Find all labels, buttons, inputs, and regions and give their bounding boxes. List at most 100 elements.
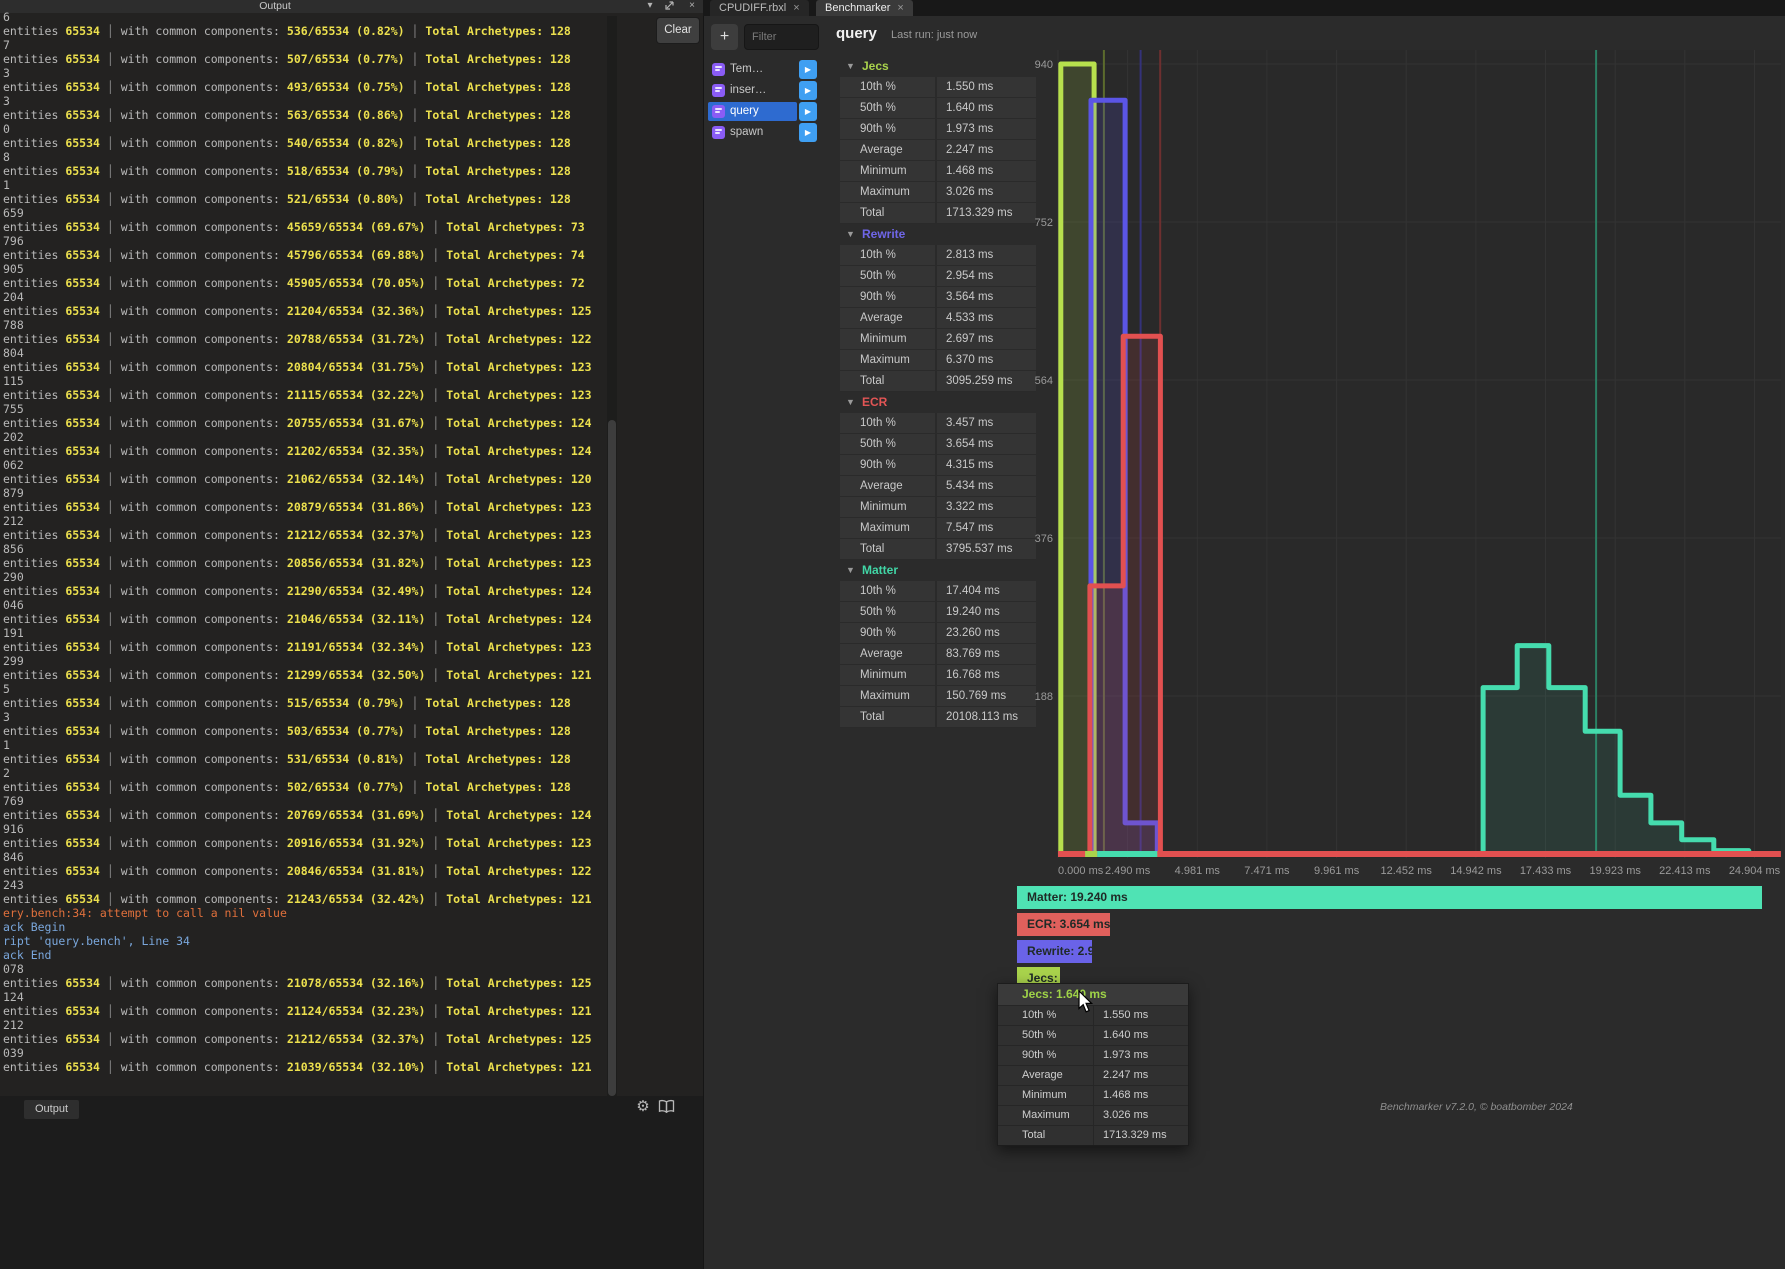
log-stack-line: ack End [3, 948, 52, 962]
stats-row: Average 4.533 ms [840, 308, 1036, 329]
book-icon[interactable] [658, 1099, 678, 1115]
svg-text:376: 376 [1035, 533, 1053, 545]
log-line: entities 65534 │ with common components:… [3, 416, 592, 430]
run-benchmark-button[interactable]: ▶ [799, 81, 817, 100]
stats-row: Minimum 3.322 ms [840, 497, 1036, 518]
gear-icon[interactable]: ⚙ [636, 1098, 650, 1115]
stats-section-header-rewrite[interactable]: ▼ Rewrite [840, 224, 1036, 245]
log-line-fragment: 7 [3, 38, 10, 52]
log-line-fragment: 796 [3, 234, 24, 248]
log-line: entities 65534 │ with common components:… [3, 640, 592, 654]
log-line-fragment: 905 [3, 262, 24, 276]
log-line-fragment: 212 [3, 1018, 24, 1032]
log-line-fragment: 299 [3, 654, 24, 668]
log-line: entities 65534 │ with common components:… [3, 500, 592, 514]
legend-bar-ecr[interactable]: ECR: 3.654 ms [1017, 913, 1110, 936]
script-name: inser… [730, 84, 767, 96]
tooltip-row: Minimum 1.468 ms [998, 1085, 1188, 1105]
stats-row: Average 83.769 ms [840, 644, 1036, 665]
log-stack-line: ack Begin [3, 920, 66, 934]
stats-row: Total 3795.537 ms [840, 539, 1036, 560]
log-line: entities 65534 │ with common components:… [3, 388, 592, 402]
script-item-inser[interactable]: inser… [708, 81, 797, 100]
tooltip-row: 90th % 1.973 ms [998, 1045, 1188, 1065]
legend-bar-rewrite[interactable]: Rewrite: 2.954… [1017, 940, 1092, 963]
stats-row: 90th % 23.260 ms [840, 623, 1036, 644]
log-line: entities 65534 │ with common components:… [3, 1060, 592, 1074]
script-item-spawn[interactable]: spawn [708, 123, 797, 142]
stats-row: Maximum 3.026 ms [840, 182, 1036, 203]
svg-text:22.413 ms: 22.413 ms [1659, 865, 1711, 877]
svg-text:24.904 ms: 24.904 ms [1729, 865, 1781, 877]
log-line-fragment: 5 [3, 682, 10, 696]
log-line: entities 65534 │ with common components:… [3, 864, 592, 878]
log-line: entities 65534 │ with common components:… [3, 108, 571, 122]
output-log[interactable]: 6 entities 65534 │ with common components… [3, 10, 609, 1074]
stats-row: Minimum 1.468 ms [840, 161, 1036, 182]
undock-icon[interactable] [663, 0, 677, 13]
log-line-fragment: 916 [3, 822, 24, 836]
log-line-fragment: 062 [3, 458, 24, 472]
stats-row: 50th % 3.654 ms [840, 434, 1036, 455]
svg-text:940: 940 [1035, 59, 1053, 71]
script-item-query[interactable]: query [708, 102, 797, 121]
svg-text:19.923 ms: 19.923 ms [1590, 865, 1642, 877]
script-icon [712, 105, 725, 118]
output-scrollbar-thumb[interactable] [608, 420, 616, 1096]
log-line-fragment: 3 [3, 66, 10, 80]
script-name: Tem… [730, 63, 764, 75]
stats-row: 10th % 17.404 ms [840, 581, 1036, 602]
plugin-tabbar: CPUDIFF.rbxl × Benchmarker × [703, 0, 1785, 16]
version-label: Benchmarker v7.2.0, © boatbomber 2024 [1380, 1101, 1573, 1113]
stats-row: 50th % 2.954 ms [840, 266, 1036, 287]
filter-input[interactable]: Filter [744, 24, 819, 50]
stats-row: 10th % 3.457 ms [840, 413, 1036, 434]
stats-section-header-jecs[interactable]: ▼ Jecs [840, 56, 1036, 77]
stats-row: Minimum 16.768 ms [840, 665, 1036, 686]
svg-text:17.433 ms: 17.433 ms [1520, 865, 1572, 877]
svg-text:14.942 ms: 14.942 ms [1450, 865, 1502, 877]
stats-row: Maximum 7.547 ms [840, 518, 1036, 539]
log-line-fragment: 115 [3, 374, 24, 388]
script-icon [712, 126, 725, 139]
tooltip-row: 10th % 1.550 ms [998, 1005, 1188, 1025]
run-benchmark-button[interactable]: ▶ [799, 123, 817, 142]
log-line: entities 65534 │ with common components:… [3, 80, 571, 94]
script-name: query [730, 105, 759, 117]
tab-close-icon[interactable]: × [897, 2, 904, 14]
run-benchmark-button[interactable]: ▶ [799, 60, 817, 79]
log-line: entities 65534 │ with common components:… [3, 220, 585, 234]
jecs-tooltip: Jecs: 1.640 ms 10th % 1.550 ms 50th % 1.64… [997, 983, 1189, 1146]
add-benchmark-button[interactable]: + [711, 24, 738, 50]
benchmark-title: query [836, 25, 877, 42]
tooltip-row: Total 1713.329 ms [998, 1125, 1188, 1145]
log-line: entities 65534 │ with common components:… [3, 248, 585, 262]
log-line: entities 65534 │ with common components:… [3, 472, 592, 486]
log-line: entities 65534 │ with common components:… [3, 808, 592, 822]
output-panel-header: Output ▾ × [0, 0, 703, 13]
tab-cpudiff[interactable]: CPUDIFF.rbxl × [710, 0, 809, 16]
svg-text:2.490 ms: 2.490 ms [1105, 865, 1151, 877]
chevron-down-icon[interactable]: ▾ [647, 0, 653, 11]
log-line: entities 65534 │ with common components:… [3, 444, 592, 458]
histogram-chart[interactable]: 188 376 564 752 940 0.000 ms 2.490 ms 4.981 ms 7… [1030, 40, 1785, 888]
stats-section-header-ecr[interactable]: ▼ ECR [840, 392, 1036, 413]
run-benchmark-button[interactable]: ▶ [799, 102, 817, 121]
stats-row: 10th % 2.813 ms [840, 245, 1036, 266]
log-line-fragment: 804 [3, 346, 24, 360]
close-icon[interactable]: × [689, 0, 695, 11]
stats-row: Maximum 150.769 ms [840, 686, 1036, 707]
script-item-Tem[interactable]: Tem… [708, 60, 797, 79]
clear-button[interactable]: Clear [657, 18, 699, 43]
legend-bar-matter[interactable]: Matter: 19.240 ms [1017, 886, 1762, 909]
stats-row: 10th % 1.550 ms [840, 77, 1036, 98]
script-icon [712, 63, 725, 76]
stats-section-header-matter[interactable]: ▼ Matter [840, 560, 1036, 581]
tooltip-row: 50th % 1.640 ms [998, 1025, 1188, 1045]
log-line: entities 65534 │ with common components:… [3, 52, 571, 66]
output-dock-tab[interactable]: Output [24, 1100, 80, 1119]
tab-close-icon[interactable]: × [793, 2, 800, 14]
tab-benchmarker[interactable]: Benchmarker × [816, 0, 913, 16]
log-line-fragment: 1 [3, 738, 10, 752]
